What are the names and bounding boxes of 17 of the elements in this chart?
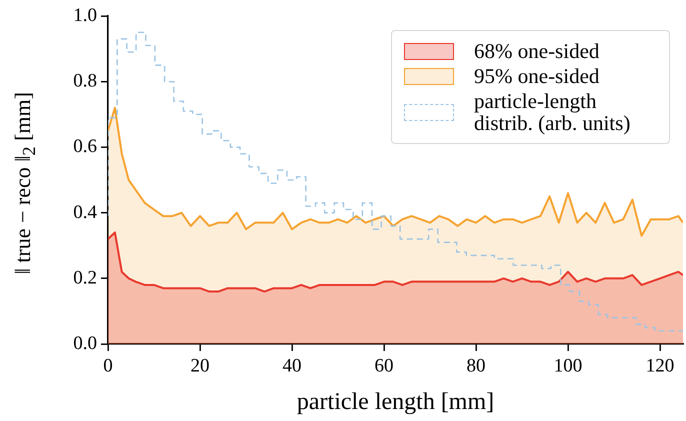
x-tick-label: 0 <box>103 355 113 376</box>
y-tick-label: 0.6 <box>73 136 97 158</box>
x-tick-label: 40 <box>282 355 302 376</box>
x-tick-label: 80 <box>466 355 486 376</box>
y-tick-label: 0.0 <box>73 332 97 354</box>
x-tick-label: 60 <box>374 355 394 376</box>
x-tick-label: 100 <box>554 355 582 376</box>
legend-label: 68% one-sided <box>474 39 600 63</box>
x-tick-label: 20 <box>190 355 210 376</box>
legend-label: particle-length distrib. (arb. units) <box>474 89 632 135</box>
legend-label: 95% one-sided <box>474 64 600 88</box>
y-tick-label: 0.8 <box>73 70 97 92</box>
x-axis-title: particle length [mm] <box>296 388 494 415</box>
y-tick-label: 0.4 <box>73 202 98 223</box>
x-tick-label: 120 <box>646 355 674 376</box>
y-tick-label: 1.0 <box>73 4 97 26</box>
y-tick-label: 0.2 <box>73 267 97 288</box>
